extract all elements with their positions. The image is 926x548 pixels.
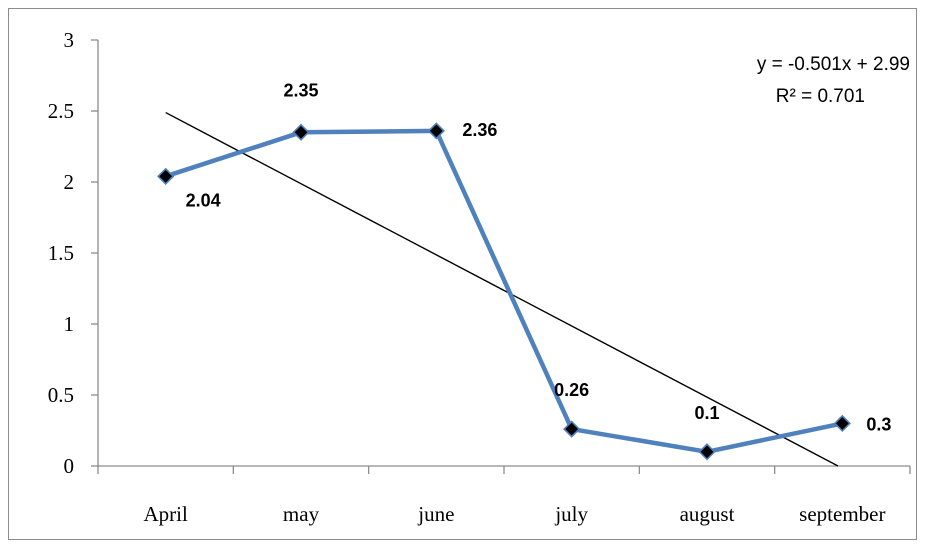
y-tick-label: 1.5 [48,241,74,265]
data-label: 2.04 [186,190,221,210]
data-point-marker [292,123,310,141]
x-tick-label: july [554,502,588,526]
data-label: 2.36 [462,120,497,140]
y-tick-label: 0.5 [48,383,74,407]
data-label: 0.1 [694,403,719,423]
trendline-group [165,111,839,467]
data-point-marker [563,420,581,438]
y-tick-label: 2.5 [48,99,74,123]
data-labels-group: 2.04 2.35 2.36 0.26 0.1 0.3 [186,80,892,434]
x-tick-label: April [144,502,188,526]
y-tick-label: 2 [64,170,75,194]
x-tick-label: june [417,502,454,526]
y-tick-label: 1 [64,312,75,336]
data-point-marker [157,167,175,185]
x-tick-label: may [283,502,320,526]
data-label: 0.26 [554,380,589,400]
data-point-marker [427,122,445,140]
x-tick-label: september [799,502,885,526]
trendline [165,111,839,467]
data-point-marker [833,414,851,433]
series-line [164,128,843,455]
data-label: 2.35 [283,80,318,100]
data-label: 0.3 [866,414,891,434]
y-tick-label: 0 [64,454,75,478]
series-group [157,122,851,461]
r-squared-label: R² = 0.701 [776,86,865,107]
y-tick-label: 3 [64,28,75,52]
data-point-marker [698,443,716,461]
trendline-equation: y = -0.501x + 2.99 [757,54,910,75]
x-tick-label: august [680,502,735,526]
axes: 0 0.5 1 1.5 2 2.5 3 April may june july august septe… [48,28,911,526]
chart-frame [8,8,917,540]
